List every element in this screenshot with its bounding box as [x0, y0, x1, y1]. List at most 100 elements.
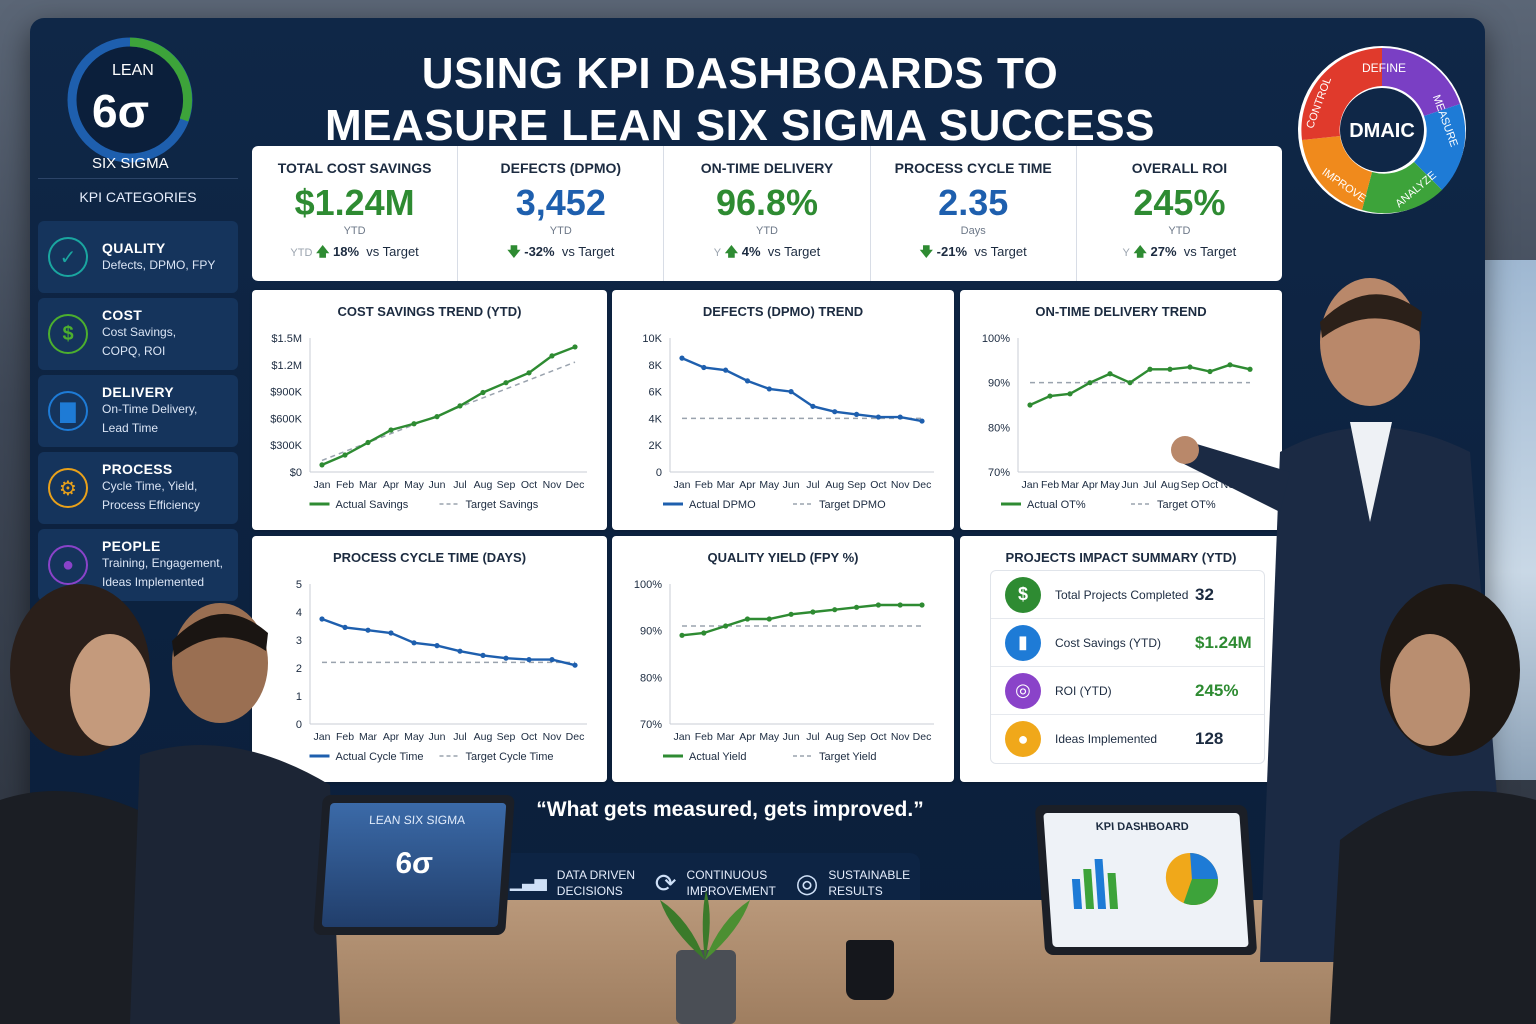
y-tick-label: 80%	[640, 672, 662, 684]
kpi-change: Y 🡅 4% vs Target	[664, 243, 869, 265]
data-point	[875, 414, 881, 420]
sidebar-item-cost[interactable]: $ COST Cost Savings, COPQ, ROI	[38, 298, 238, 370]
data-point	[919, 602, 925, 608]
line-chart: 0 2K 4K 6K 8K 10K Jan Feb Mar Apr May Jun Jul Aug Sep O…	[642, 333, 934, 511]
sidebar-item-quality[interactable]: ✓ QUALITY Defects, DPMO, FPY	[38, 221, 238, 293]
x-tick-label: Jun	[429, 479, 446, 491]
legend-label: Target OT%	[1157, 499, 1216, 511]
y-tick-label: 100%	[634, 579, 662, 591]
x-tick-label: Dec	[566, 479, 585, 491]
pillar-line1: DATA DRIVEN	[556, 868, 636, 882]
data-point	[434, 643, 440, 649]
data-point	[1147, 366, 1153, 372]
data-point	[388, 630, 394, 636]
legend-label: Target Cycle Time	[466, 751, 554, 763]
x-tick-label: Jul	[806, 731, 819, 743]
summary-value: $1.24M	[1195, 632, 1252, 652]
data-point	[832, 409, 838, 415]
kpi-prefix: YTD	[290, 247, 313, 259]
sidebar-item-process[interactable]: ⚙ PROCESS Cycle Time, Yield, Process Effici…	[38, 452, 238, 524]
kpi-card: DEFECTS (DPMO) 3,452 YTD 🡇 -32% vs Target	[458, 146, 665, 281]
kpi-value: $1.24M	[294, 182, 415, 223]
data-point	[480, 389, 486, 396]
plant-leaves-icon	[660, 890, 750, 960]
pillar-line2: RESULTS	[828, 884, 883, 898]
x-tick-label: Apr	[739, 479, 756, 491]
x-tick-label: May	[759, 731, 780, 743]
legend-label: Actual OT%	[1027, 499, 1086, 511]
y-tick-label: 100%	[982, 333, 1010, 345]
x-tick-label: Jul	[453, 731, 466, 743]
x-tick-label: Oct	[870, 731, 886, 743]
x-tick-label: Sep	[497, 731, 516, 743]
y-tick-label: $1.2M	[271, 360, 302, 372]
data-point	[526, 657, 532, 663]
chart-title: COST SAVINGS TREND (YTD)	[337, 304, 522, 319]
laptop-left-logo: 6σ	[394, 847, 434, 880]
data-point	[1227, 362, 1233, 368]
x-tick-label: Nov	[543, 479, 562, 491]
data-point	[897, 602, 903, 608]
y-tick-label: 2K	[649, 440, 663, 452]
data-point	[679, 632, 685, 638]
sidebar-item-title: DELIVERY	[102, 384, 174, 400]
sidebar-item-sub1: Training, Engagement,	[102, 556, 223, 570]
data-point	[572, 662, 578, 668]
y-tick-label: 70%	[988, 467, 1010, 479]
kpi-prefix: Y	[1122, 247, 1130, 259]
data-point	[480, 652, 486, 658]
seated-woman-left	[0, 584, 200, 1024]
y-tick-label: 10K	[642, 333, 662, 345]
sidebar-item-sub1: On-Time Delivery,	[102, 402, 198, 416]
data-point	[1047, 393, 1053, 399]
chart-title: PROCESS CYCLE TIME (DAYS)	[332, 550, 527, 565]
data-point	[788, 389, 794, 395]
kpi-label: OVERALL ROI	[1131, 160, 1228, 176]
summary-label: Ideas Implemented	[1055, 732, 1158, 746]
x-tick-label: Jan	[1022, 479, 1039, 491]
data-point	[365, 627, 371, 633]
x-tick-label: Mar	[359, 479, 378, 491]
x-tick-label: Jan	[674, 731, 691, 743]
kpi-value: 245%	[1133, 182, 1226, 223]
data-point	[832, 607, 838, 613]
x-tick-label: Jan	[314, 731, 331, 743]
data-point	[549, 353, 555, 359]
data-point	[897, 414, 903, 420]
sidebar-item-title: QUALITY	[102, 239, 166, 256]
kpi-change: 🡇 -21% vs Target	[871, 243, 1076, 265]
kpi-change: Y 🡅 27% vs Target	[1077, 243, 1282, 265]
data-point	[810, 609, 816, 615]
x-tick-label: Feb	[695, 479, 713, 491]
x-tick-label: Sep	[1181, 479, 1200, 491]
x-tick-label: Apr	[739, 731, 756, 743]
summary-title: PROJECTS IMPACT SUMMARY (YTD)	[1005, 550, 1237, 565]
actual-series-line	[681, 603, 922, 637]
quality-yield-chart: QUALITY YIELD (FPY %) 70% 80% 90% 100% Jan Feb…	[612, 536, 954, 782]
data-point	[342, 624, 348, 630]
summary-row: $ Total Projects Completed 32	[991, 571, 1264, 619]
x-tick-label: Oct	[870, 479, 886, 491]
dmaic-center-label: DMAIC	[1349, 120, 1415, 142]
y-tick-label: 4K	[649, 413, 663, 425]
kpi-change-value: 18%	[333, 244, 360, 259]
sidebar-item-people[interactable]: ● PEOPLE Training, Engagement, Ideas Implem…	[38, 529, 238, 601]
sidebar-item-delivery[interactable]: ▇ DELIVERY On-Time Delivery, Lead Time	[38, 375, 238, 447]
chart-title: ON-TIME DELIVERY TREND	[1035, 304, 1207, 319]
x-tick-label: Aug	[825, 479, 844, 491]
y-tick-label: $900K	[270, 387, 302, 399]
chart-title: DEFECTS (DPMO) TREND	[702, 304, 864, 319]
data-point	[1207, 368, 1213, 375]
kpi-change-suffix: vs Target	[561, 244, 615, 259]
kpi-change: YTD 🡅 18% vs Target	[252, 243, 457, 265]
x-tick-label: Nov	[891, 479, 910, 491]
x-tick-label: Sep	[497, 479, 516, 491]
y-tick-label: 3	[296, 635, 302, 647]
x-tick-label: Feb	[695, 731, 713, 743]
cycle-icon: ⟳	[654, 868, 677, 898]
y-tick-label: $0	[290, 467, 302, 479]
x-tick-label: May	[1100, 479, 1121, 491]
data-point	[457, 648, 463, 654]
kpi-label: DEFECTS (DPMO)	[500, 160, 622, 176]
y-tick-label: 90%	[640, 626, 662, 638]
